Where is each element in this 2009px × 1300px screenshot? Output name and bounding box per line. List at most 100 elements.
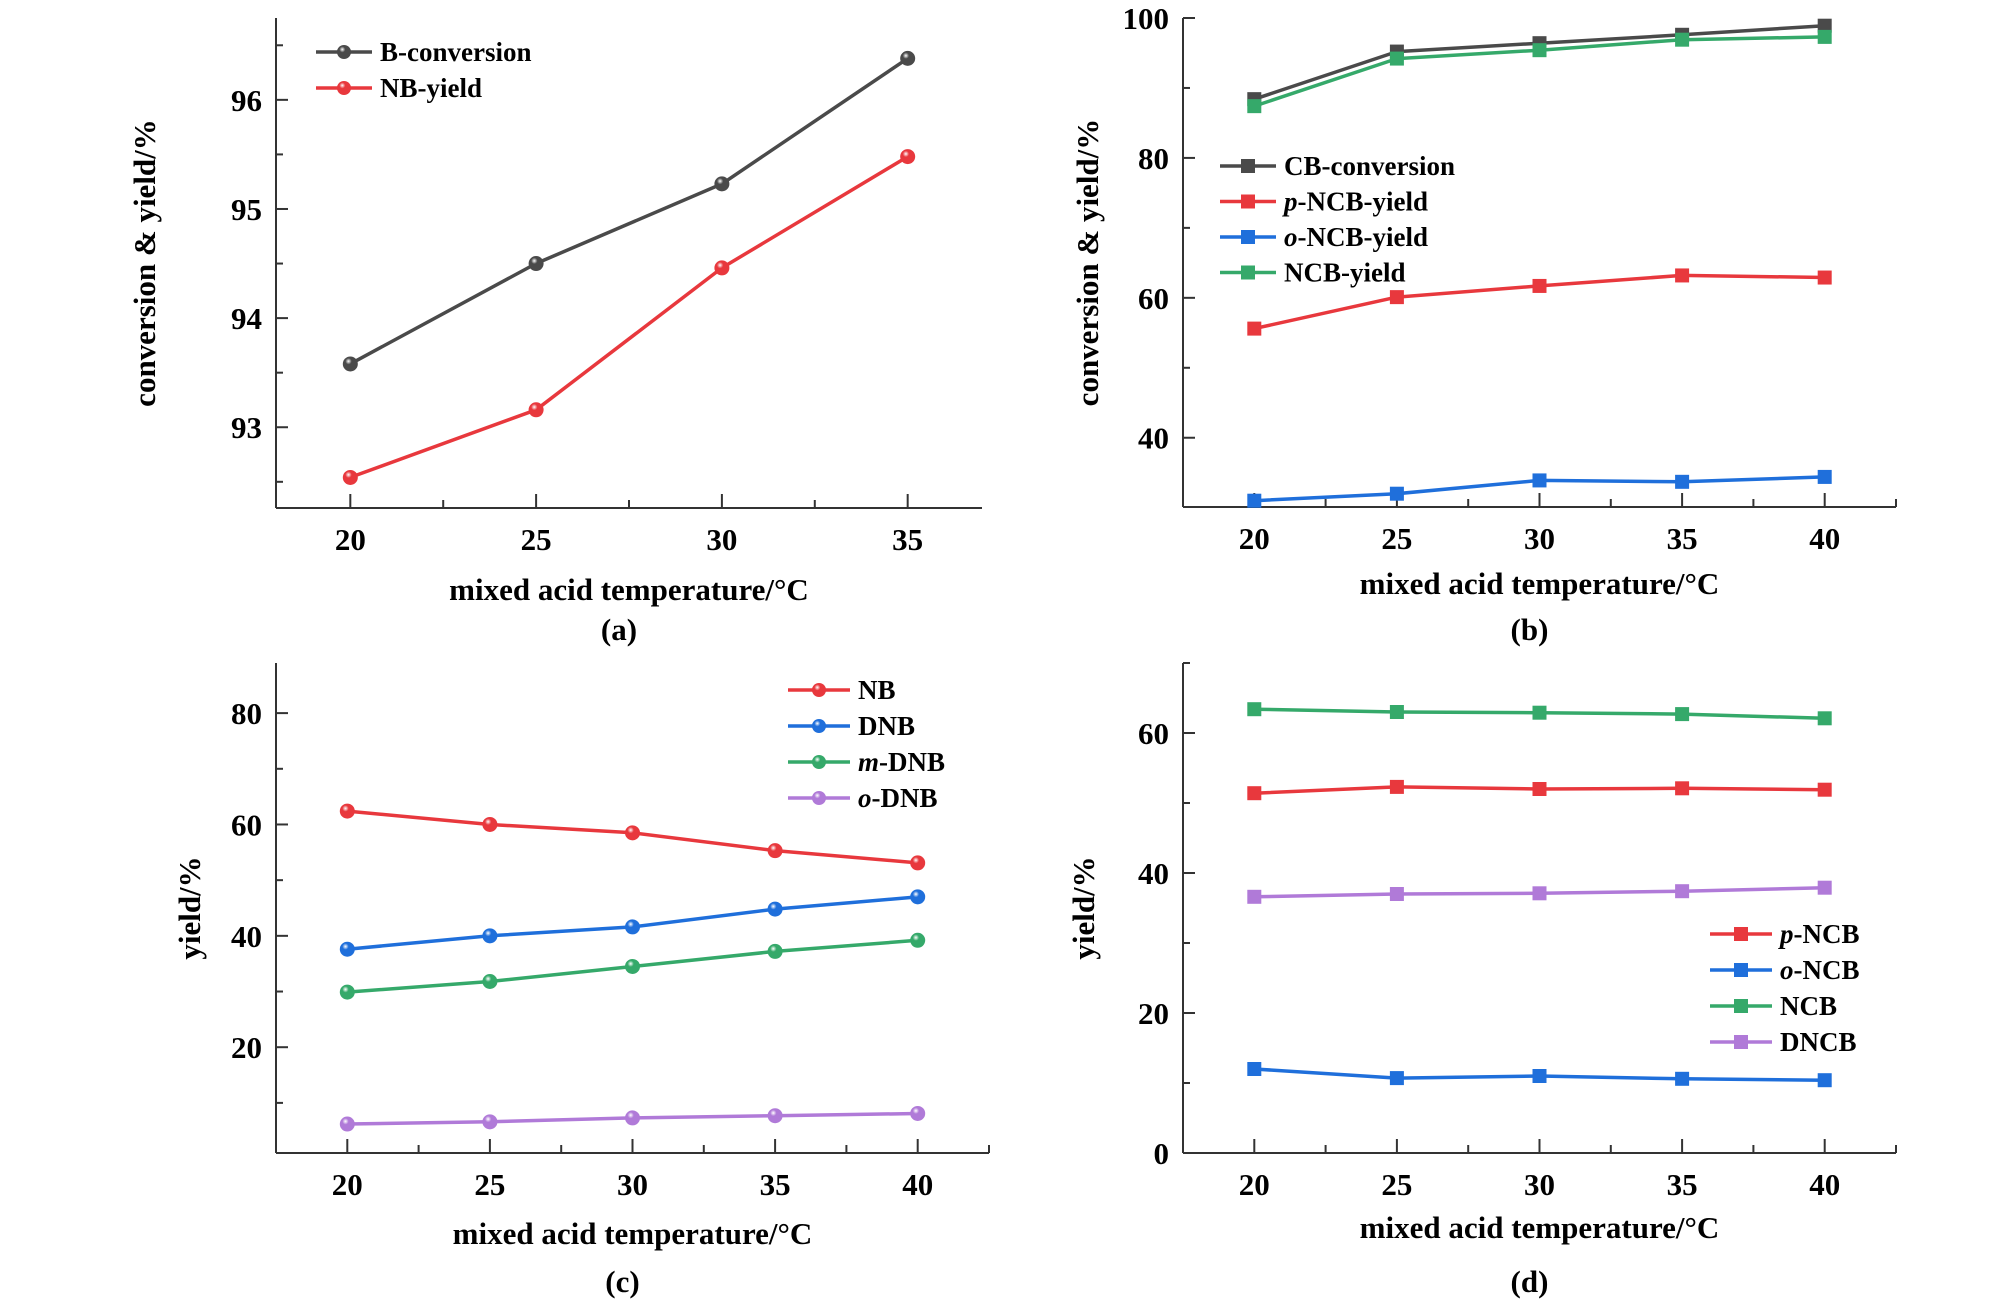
- data-point: [1817, 270, 1832, 285]
- series-NB-yield: [342, 149, 916, 485]
- y-tick-label: 80: [231, 696, 262, 731]
- x-tick-label: 20: [335, 522, 366, 557]
- data-point: [339, 803, 355, 819]
- data-point: [1247, 889, 1262, 904]
- legend-label-text: -NCB-yield: [1298, 187, 1429, 217]
- series-o-DNB: [339, 1105, 926, 1132]
- y-axis-title: yield/%: [1066, 856, 1101, 959]
- y-axis-title: yield/%: [172, 856, 207, 959]
- legend-label-text: DNCB: [1780, 1027, 1857, 1057]
- series-B-conversion: [342, 50, 916, 372]
- legend-item: DNB: [788, 711, 915, 741]
- y-tick-label: 40: [231, 919, 262, 954]
- data-point: [528, 402, 544, 418]
- data-point: [714, 260, 730, 276]
- x-tick-label: 30: [1524, 1167, 1555, 1202]
- legend-marker: [812, 683, 826, 697]
- data-point: [1247, 702, 1262, 717]
- series-o-NCB-yield: [1247, 469, 1832, 508]
- legend-label: B-conversion: [380, 37, 532, 67]
- legend-label-text: NCB-yield: [1284, 258, 1406, 288]
- legend-item: DNCB: [1710, 1027, 1857, 1057]
- legend-item: NCB-yield: [1220, 258, 1406, 288]
- data-point: [900, 50, 916, 66]
- data-point: [1247, 99, 1262, 114]
- legend-marker: [1734, 963, 1748, 977]
- data-point: [1817, 880, 1832, 895]
- legend-label-text: -DNB: [879, 747, 945, 777]
- legend-item: NB-yield: [316, 73, 482, 103]
- data-point: [1389, 1071, 1404, 1086]
- y-tick-label: 60: [1138, 281, 1169, 316]
- legend-item: o-DNB: [788, 783, 938, 813]
- y-tick-label: 40: [1138, 421, 1169, 456]
- legend-label: NB-yield: [380, 73, 482, 103]
- legend-label: o-NCB-yield: [1284, 222, 1428, 252]
- legend-label: DNB: [858, 711, 915, 741]
- panel-label: (c): [605, 1264, 639, 1299]
- y-tick-label: 0: [1154, 1136, 1170, 1171]
- data-point: [910, 889, 926, 905]
- y-tick-label: 95: [231, 192, 262, 227]
- legend-marker: [812, 791, 826, 805]
- data-point: [1817, 29, 1832, 44]
- x-tick-label: 30: [617, 1167, 648, 1202]
- data-point: [1389, 290, 1404, 305]
- data-point: [910, 1105, 926, 1121]
- data-point: [339, 941, 355, 957]
- data-point: [1247, 1062, 1262, 1076]
- data-point: [1675, 1071, 1690, 1086]
- legend-marker: [1241, 230, 1255, 244]
- y-axis-title: conversion & yield/%: [127, 119, 162, 407]
- data-point: [482, 816, 498, 832]
- legend-label: o-NCB: [1780, 955, 1860, 985]
- legend-item: p-NCB-yield: [1220, 187, 1428, 217]
- series-m-DNB: [339, 932, 926, 1000]
- legend-item: o-NCB: [1710, 955, 1860, 985]
- y-tick-label: 80: [1138, 141, 1169, 176]
- x-tick-label: 20: [332, 1167, 363, 1202]
- series-o-NCB: [1247, 1062, 1832, 1088]
- data-point: [1675, 707, 1690, 722]
- series-DNB: [339, 889, 926, 957]
- legend-label-prefix: o: [858, 783, 872, 813]
- legend-marker: [812, 755, 826, 769]
- data-point: [528, 256, 544, 272]
- series-p-NCB-yield: [1247, 268, 1832, 336]
- data-point: [767, 901, 783, 917]
- data-point: [625, 825, 640, 841]
- data-point: [900, 149, 916, 165]
- panel-a: 20 25 30 35 93 94 95 96 conversion & yield/% mixe…: [127, 18, 982, 647]
- legend-label-prefix: p: [1778, 919, 1794, 949]
- x-tick-label: 35: [1667, 1167, 1698, 1202]
- data-point: [625, 958, 640, 974]
- legend-label-prefix: m: [858, 747, 879, 777]
- legend-marker: [812, 719, 826, 733]
- legend-label-text: DNB: [858, 711, 915, 741]
- data-point: [1817, 469, 1832, 484]
- legend-marker: [1241, 194, 1255, 209]
- legend-marker: [1241, 159, 1255, 173]
- legend-label-text: NB: [858, 675, 896, 705]
- data-point: [1247, 493, 1262, 508]
- legend-marker: [1734, 927, 1748, 941]
- y-axis-title: conversion & yield/%: [1070, 119, 1105, 407]
- series-NB: [339, 803, 926, 871]
- legend-label: NCB-yield: [1284, 258, 1406, 288]
- y-tick-label: 40: [1138, 856, 1169, 891]
- data-point: [1532, 705, 1547, 720]
- x-tick-label: 25: [474, 1167, 505, 1202]
- series-CB-conversion: [1247, 18, 1832, 107]
- series-line: [349, 56, 909, 366]
- legend-marker: [337, 81, 351, 95]
- data-point: [339, 1116, 355, 1132]
- legend-label-prefix: o: [1284, 222, 1298, 252]
- data-point: [910, 932, 926, 948]
- x-tick-label: 25: [1381, 1167, 1412, 1202]
- x-tick-label: 35: [1667, 521, 1698, 556]
- data-point: [1389, 486, 1404, 501]
- data-point: [714, 176, 730, 192]
- data-point: [1675, 474, 1690, 489]
- legend-marker: [1734, 999, 1748, 1013]
